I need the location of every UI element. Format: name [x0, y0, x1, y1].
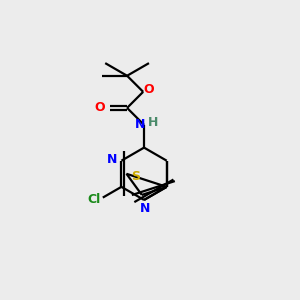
Text: N: N — [107, 153, 118, 166]
Text: N: N — [135, 118, 146, 131]
Text: O: O — [143, 83, 154, 96]
Text: O: O — [94, 101, 105, 114]
Text: S: S — [131, 170, 140, 183]
Text: Cl: Cl — [88, 194, 101, 206]
Text: N: N — [140, 202, 151, 215]
Text: H: H — [148, 116, 158, 129]
